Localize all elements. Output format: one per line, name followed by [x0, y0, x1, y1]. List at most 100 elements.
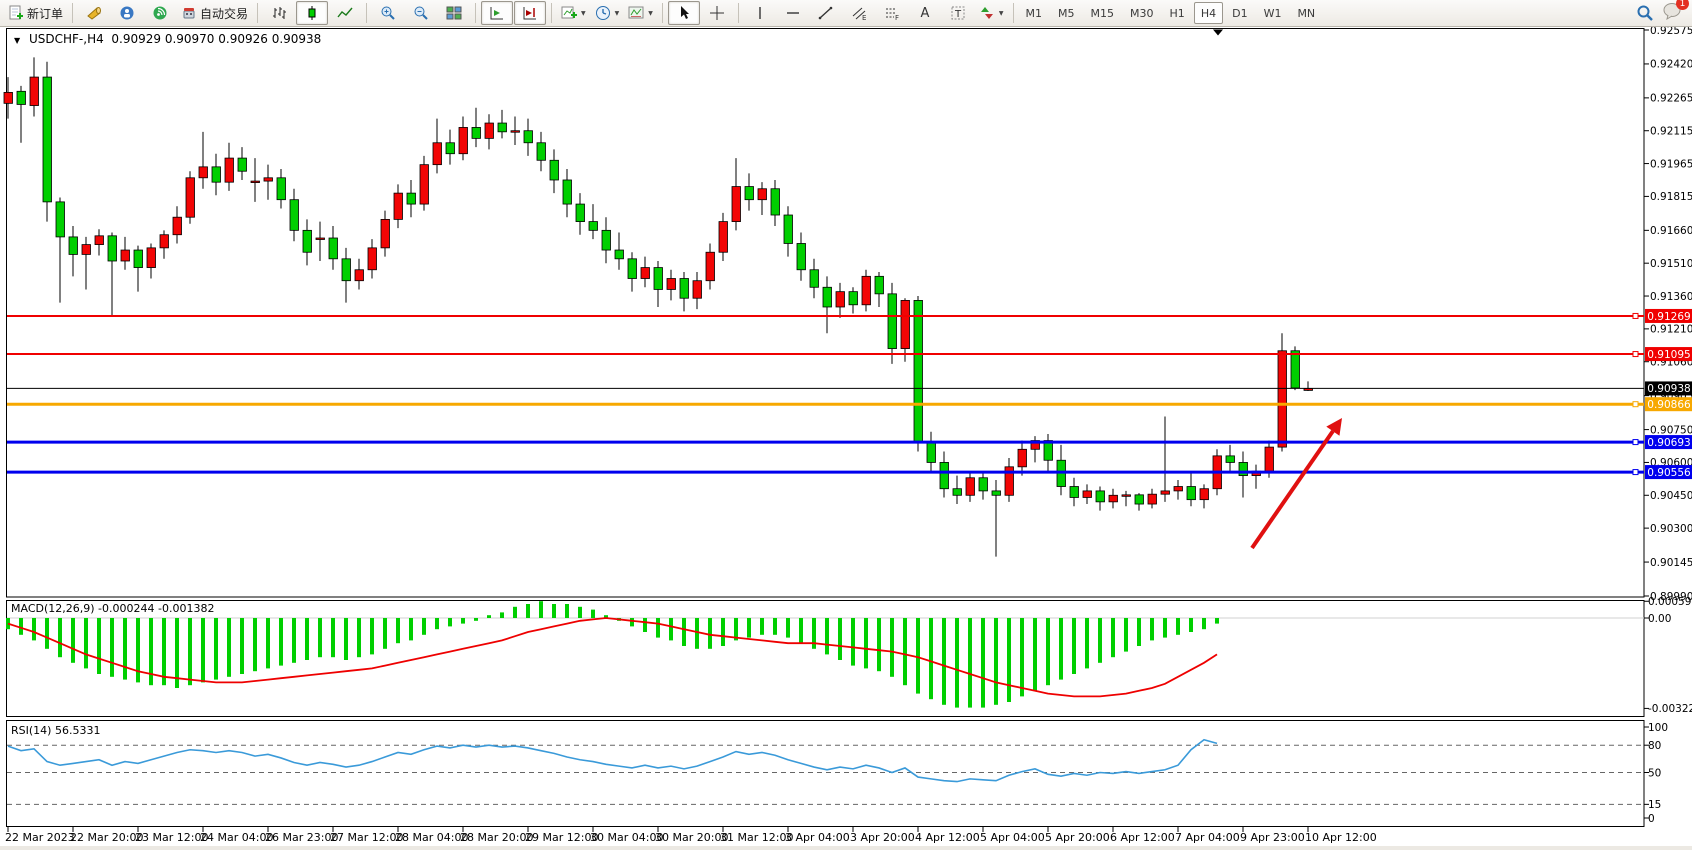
period-M1[interactable]: M1: [1025, 6, 1043, 20]
rsi-panel[interactable]: [6, 720, 1645, 827]
toolbar: 新订单 自动交易: [0, 0, 1692, 27]
rsi-name: RSI(14): [11, 724, 52, 737]
macd-histogram-bar: [643, 618, 647, 632]
vertical-line-tool-button[interactable]: [744, 1, 776, 25]
horizontal-line-tool-button[interactable]: [777, 1, 809, 25]
auto-trading-button[interactable]: 自动交易: [177, 1, 252, 25]
candle: [1134, 494, 1144, 505]
period-H4[interactable]: H4: [1193, 2, 1224, 24]
macd-histogram-bar: [812, 618, 816, 649]
candle: [705, 251, 715, 282]
period-M5[interactable]: M5: [1058, 6, 1075, 20]
alerts-button[interactable]: [78, 1, 110, 25]
indicators-button[interactable]: ▼: [557, 1, 590, 25]
auto-scroll-button[interactable]: [481, 1, 514, 25]
toolbar-separator: [72, 3, 74, 23]
crosshair-tool-button[interactable]: [701, 1, 733, 25]
macd-histogram-bar: [487, 615, 491, 618]
trend-arrow-head[interactable]: [1326, 418, 1342, 436]
candle: [991, 490, 1001, 496]
notifications-button[interactable]: 1: [1662, 0, 1689, 24]
chart-collapse-icon[interactable]: ▼: [14, 36, 21, 45]
bar-chart-button[interactable]: [263, 1, 295, 25]
candle: [757, 188, 767, 201]
rsi-axis-label: 100: [1648, 722, 1668, 734]
period-toolbar: M1 M5 M15 M30 H1 H4 D1 W1 MN: [1019, 2, 1323, 24]
macd-histogram-bar: [71, 618, 75, 663]
candlestick-chart-button[interactable]: [296, 1, 329, 25]
price-line-label: 0.91269: [1647, 311, 1690, 323]
signals-button[interactable]: [144, 1, 176, 25]
macd-histogram-bar: [370, 618, 374, 655]
line-chart-button[interactable]: [329, 1, 361, 25]
periods-button[interactable]: ▼: [591, 1, 624, 25]
candle: [1108, 494, 1118, 503]
macd-histogram-bar: [903, 618, 907, 686]
auto-scroll-icon: [490, 7, 504, 20]
search-icon[interactable]: [1636, 4, 1654, 22]
period-M30[interactable]: M30: [1130, 6, 1154, 20]
candle: [94, 235, 104, 245]
toolbar-separator: [737, 3, 739, 23]
price-line-label-bg: [1645, 465, 1692, 480]
period-H1[interactable]: H1: [1169, 6, 1185, 20]
cursor-tool-button[interactable]: [667, 1, 700, 25]
period-D1[interactable]: D1: [1232, 6, 1248, 20]
macd-histogram-bar: [552, 604, 556, 618]
community-button[interactable]: [111, 1, 143, 25]
macd-histogram-bar: [890, 618, 894, 677]
arrows-tool-icon: [980, 7, 993, 19]
trendline-tool-button[interactable]: [810, 1, 842, 25]
time-tick-label: 22 Mar 20:00: [70, 831, 143, 844]
macd-histogram-bar: [955, 618, 959, 708]
candle: [562, 179, 572, 205]
macd-histogram-bar: [838, 618, 842, 660]
arrows-tool-button[interactable]: ▼: [975, 1, 1008, 25]
channel-tool-button[interactable]: E: [843, 1, 875, 25]
trend-arrow-shaft[interactable]: [1250, 430, 1335, 550]
candle: [1069, 486, 1079, 498]
hline-handle[interactable]: [1632, 469, 1639, 476]
rsi-axis-label: 80: [1648, 740, 1661, 752]
hline-handle[interactable]: [1632, 312, 1639, 319]
price-tick-label: 0.92420: [1650, 59, 1692, 71]
tile-windows-button[interactable]: [438, 1, 470, 25]
text-label-tool-button[interactable]: T: [942, 1, 974, 25]
clock-icon: [595, 6, 610, 20]
toolbar-right-group: 1: [1636, 0, 1689, 24]
price-tick-label: 0.90450: [1650, 490, 1692, 502]
time-tick-label: 22 Mar 2023: [5, 831, 75, 844]
zoom-in-button[interactable]: [372, 1, 404, 25]
time-tick-label: 30 Mar 04:00: [590, 831, 663, 844]
hline-handle[interactable]: [1632, 351, 1639, 358]
macd-histogram-bar: [851, 618, 855, 666]
macd-histogram-bar: [123, 618, 127, 680]
chart-shift-button[interactable]: [514, 1, 547, 25]
macd-histogram-bar: [682, 618, 686, 646]
macd-histogram-bar: [630, 618, 634, 627]
candle: [1225, 455, 1235, 463]
price-line-label-bg: [1645, 381, 1692, 396]
candle: [315, 237, 325, 240]
candle: [1004, 466, 1014, 496]
candle: [692, 280, 702, 299]
hline-handle[interactable]: [1632, 401, 1639, 408]
candle: [952, 488, 962, 496]
macd-histogram-bar: [292, 618, 296, 663]
macd-histogram-bar: [84, 618, 88, 669]
fibonacci-tool-button[interactable]: F: [876, 1, 908, 25]
time-tick-label: 9 Apr 23:00: [1240, 831, 1305, 844]
price-tick-label: 0.91510: [1650, 258, 1692, 270]
period-W1[interactable]: W1: [1263, 6, 1282, 20]
period-M15[interactable]: M15: [1090, 6, 1115, 20]
chart-shift-marker[interactable]: [1213, 29, 1223, 36]
new-order-button[interactable]: 新订单: [4, 1, 67, 25]
templates-button[interactable]: ▼: [624, 1, 657, 25]
hline-handle[interactable]: [1632, 439, 1639, 446]
zoom-out-button[interactable]: [405, 1, 437, 25]
period-MN[interactable]: MN: [1297, 6, 1316, 20]
text-tool-button[interactable]: A: [909, 1, 941, 25]
macd-histogram-bar: [344, 618, 348, 660]
main-chart-panel[interactable]: [6, 28, 1645, 598]
